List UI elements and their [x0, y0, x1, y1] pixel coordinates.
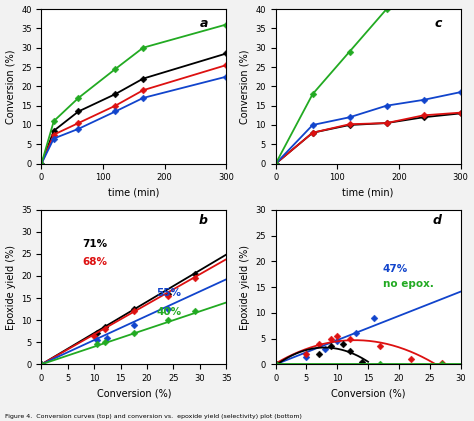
Y-axis label: Conversion (%): Conversion (%) — [240, 49, 250, 124]
X-axis label: time (min): time (min) — [108, 188, 160, 198]
Text: a: a — [200, 17, 208, 30]
Text: Figure 4.  Conversion curves (top) and conversion vs.  epoxide yield (selectivit: Figure 4. Conversion curves (top) and co… — [5, 414, 301, 419]
Text: 47%: 47% — [383, 264, 408, 274]
Text: b: b — [199, 214, 208, 227]
Text: c: c — [435, 17, 442, 30]
Y-axis label: Epoxide yield (%): Epoxide yield (%) — [240, 245, 250, 330]
Text: 71%: 71% — [82, 239, 107, 249]
X-axis label: Conversion (%): Conversion (%) — [331, 389, 405, 399]
Text: 68%: 68% — [82, 257, 107, 267]
Text: d: d — [433, 214, 442, 227]
X-axis label: Conversion (%): Conversion (%) — [97, 389, 171, 399]
X-axis label: time (min): time (min) — [342, 188, 394, 198]
Text: 55%: 55% — [156, 288, 181, 298]
Y-axis label: Conversion (%): Conversion (%) — [6, 49, 16, 124]
Text: no epox.: no epox. — [383, 279, 434, 289]
Text: 40%: 40% — [156, 307, 181, 317]
Y-axis label: Epoxide yield (%): Epoxide yield (%) — [6, 245, 16, 330]
